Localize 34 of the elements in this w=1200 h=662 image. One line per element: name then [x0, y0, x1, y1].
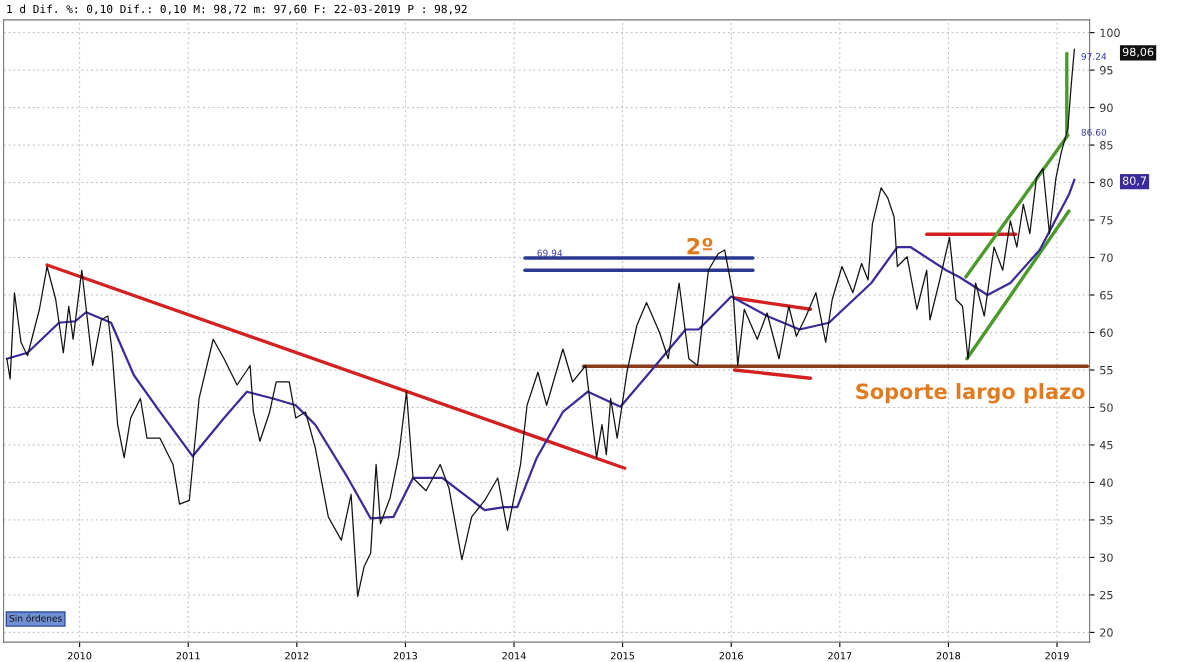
x-tick-label: 2011	[176, 652, 200, 660]
y-tick-label: 25	[1100, 590, 1113, 600]
y-tick-label: 50	[1100, 403, 1113, 412]
y-tick-label: 75	[1100, 216, 1113, 225]
annotation: Sin órdenes	[9, 614, 62, 622]
annotation: 2º	[687, 237, 713, 255]
y-tick-label: 80	[1100, 178, 1113, 187]
x-tick-label: 2012	[285, 652, 309, 660]
text: 98,06	[1122, 47, 1154, 58]
y-tick-label: 90	[1100, 103, 1113, 112]
y-tick-label: 55	[1100, 366, 1113, 375]
y-tick-label: 30	[1100, 553, 1113, 562]
x-tick-label: 2013	[393, 652, 418, 660]
text: 80,7	[1122, 176, 1146, 187]
y-tick-label: 95	[1100, 66, 1113, 75]
y-tick-label: 20	[1100, 628, 1113, 637]
x-tick-label: 2017	[828, 652, 852, 660]
y-tick-label: 70	[1100, 253, 1113, 262]
y-tick-label: 60	[1100, 328, 1113, 337]
y-tick-label: 40	[1099, 478, 1113, 487]
x-tick-label: 2014	[502, 652, 526, 660]
x-tick-label: 2019	[1045, 652, 1069, 660]
chart-subtitle: 1 d Dif. %: 0,10 Dif.: 0,10 M: 98,72 m: 97,60 F: 22-03-2019 P : 98,92	[7, 4, 467, 15]
y-tick-label: 85	[1100, 141, 1113, 150]
y-tick-label: 45	[1099, 441, 1113, 450]
annotation: 69.94	[537, 249, 563, 257]
x-tick-label: 2016	[719, 652, 743, 660]
annotation: Soporte largo plazo	[856, 383, 1085, 404]
x-tick-label: 2018	[936, 652, 961, 660]
x-tick-label: 2010	[67, 652, 92, 660]
y-tick-label: 35	[1100, 515, 1113, 525]
y-tick-label: 65	[1100, 290, 1113, 300]
y-tick-label: 100	[1100, 28, 1120, 37]
x-tick-label: 2015	[610, 652, 635, 660]
